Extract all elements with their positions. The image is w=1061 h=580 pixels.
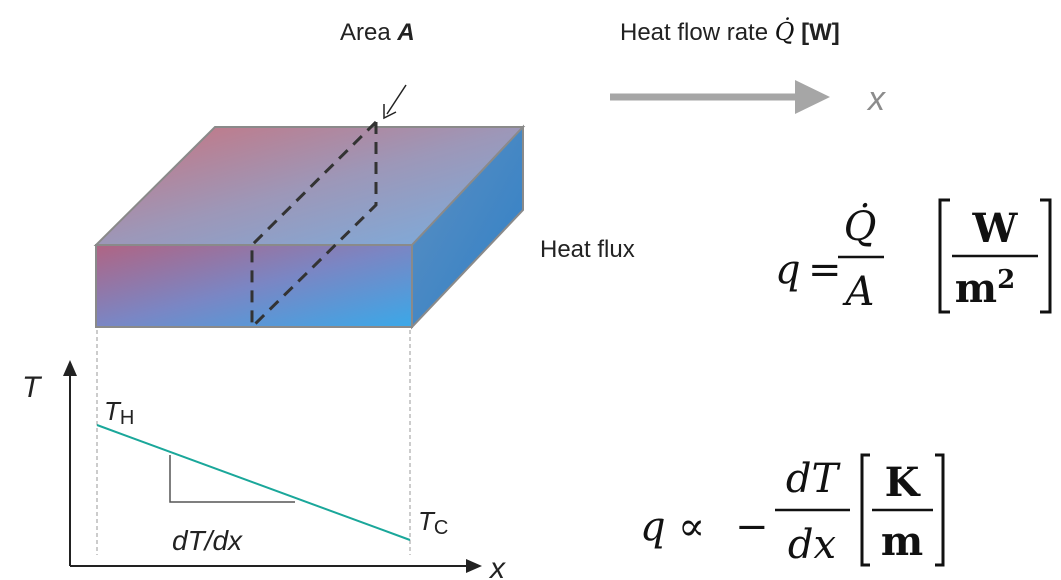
eq1-unit-num: W: [972, 205, 1019, 252]
eq1-den: A: [842, 269, 875, 315]
flow-arrow-head: [795, 80, 830, 114]
area-label: Area A: [340, 19, 415, 46]
equation-1: q = Q̇ A W m2: [775, 198, 1052, 315]
eq1-op: =: [808, 247, 842, 293]
eq1-unit-den-group: m2: [955, 265, 1015, 312]
eq2-num: dT: [786, 456, 842, 502]
x-axis-head: [466, 559, 482, 573]
heat-flux-label: Heat flux: [540, 236, 635, 263]
hot-symbol: T: [104, 396, 122, 426]
hot-label: TH: [104, 396, 134, 429]
temperature-line: [96, 424, 411, 541]
area-pointer-head: [383, 104, 397, 120]
eq2-lhs: q: [640, 504, 666, 550]
area-plane: [250, 120, 378, 329]
area-text: Area: [340, 19, 391, 46]
eq2-unit-num: K: [885, 459, 921, 506]
y-axis-label: T: [22, 371, 43, 404]
eq2-op: ∝: [678, 504, 705, 550]
eq2-brackets: [860, 453, 945, 567]
area-pointer: [386, 84, 407, 115]
x-axis-label: x: [488, 552, 506, 580]
eq2-unit-den: m: [881, 518, 923, 565]
eq2-den: dx: [788, 522, 836, 568]
cold-sub: C: [434, 517, 448, 539]
heat-flow-symbol: Q̇: [775, 18, 795, 46]
equation-2: q ∝ − dT dx K m: [640, 453, 945, 568]
cold-symbol: T: [418, 506, 436, 536]
area-symbol: A: [396, 19, 414, 46]
slab-front: [95, 244, 413, 328]
cold-label: TC: [418, 506, 448, 539]
heat-flow-text: Heat flow rate: [620, 19, 768, 46]
eq1-lhs: q: [775, 247, 801, 293]
direction-label: x: [866, 80, 886, 118]
slab-side: [411, 124, 524, 330]
eq2-sign: −: [735, 504, 769, 550]
eq1-unit-den: m: [955, 265, 997, 312]
y-axis-head: [63, 360, 77, 376]
eq1-brackets: [938, 198, 1052, 314]
heat-flow-label: Heat flow rate Q̇ [W]: [620, 18, 840, 46]
slope-label: dT/dx: [172, 525, 243, 556]
hot-sub: H: [120, 407, 134, 429]
slope-triangle: [169, 455, 295, 503]
eq1-num: Q̇: [844, 203, 877, 250]
heat-flow-unit: [W]: [801, 19, 840, 46]
eq1-unit-exp: 2: [997, 265, 1015, 295]
